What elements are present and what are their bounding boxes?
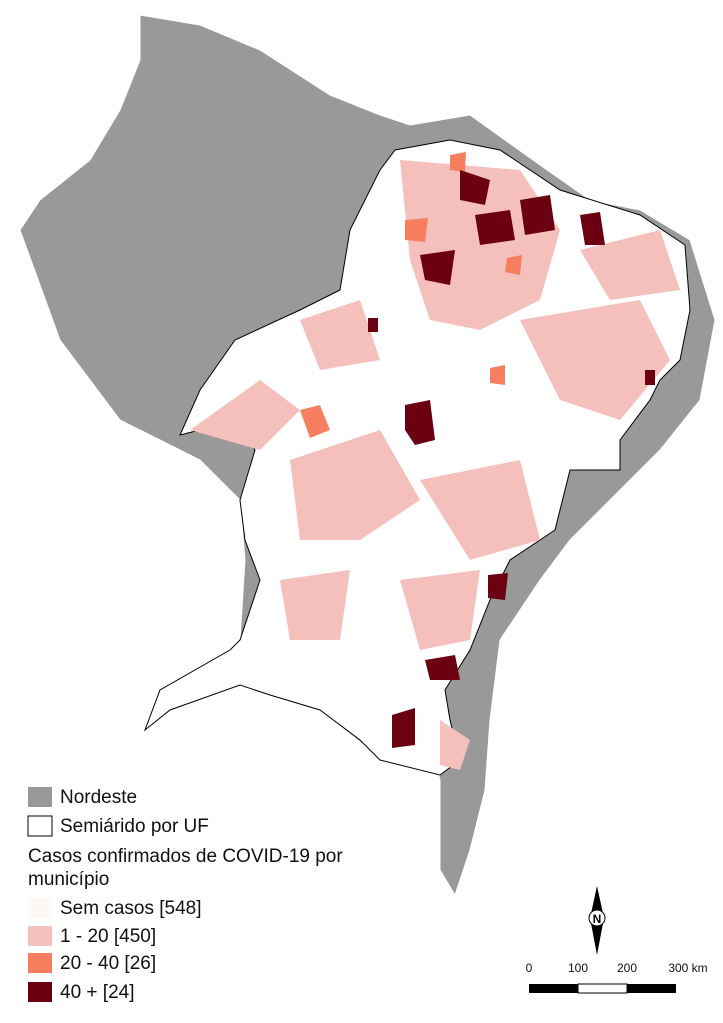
legend-label: Nordeste — [60, 787, 137, 808]
legend-title: município — [28, 869, 109, 890]
legend-swatch — [28, 982, 52, 1002]
high-case-areas — [368, 170, 655, 748]
legend-label: Sem casos [548] — [60, 898, 202, 919]
scale-label: 100 — [568, 961, 588, 975]
legend-swatch — [28, 953, 52, 973]
mid-case-areas — [300, 152, 522, 438]
legend-label: Semiárido por UF — [60, 816, 209, 837]
north-arrow: N — [588, 886, 606, 955]
legend-swatch — [28, 898, 52, 918]
scale-bar: 0 100 200 300 km — [526, 961, 708, 994]
legend-label: 20 - 40 [26] — [60, 953, 156, 974]
scale-label: 300 km — [668, 961, 707, 975]
legend-swatch — [28, 787, 52, 807]
low-case-areas — [190, 160, 680, 770]
legend-swatch — [27, 815, 53, 837]
north-label: N — [593, 912, 602, 926]
legend-title: Casos confirmados de COVID-19 por — [28, 846, 343, 867]
legend-swatch — [28, 926, 52, 946]
legend-label: 40 + [24] — [60, 982, 134, 1003]
scale-label: 0 — [526, 961, 533, 975]
legend-label: 1 - 20 [450] — [60, 926, 156, 947]
scale-label: 200 — [617, 961, 637, 975]
